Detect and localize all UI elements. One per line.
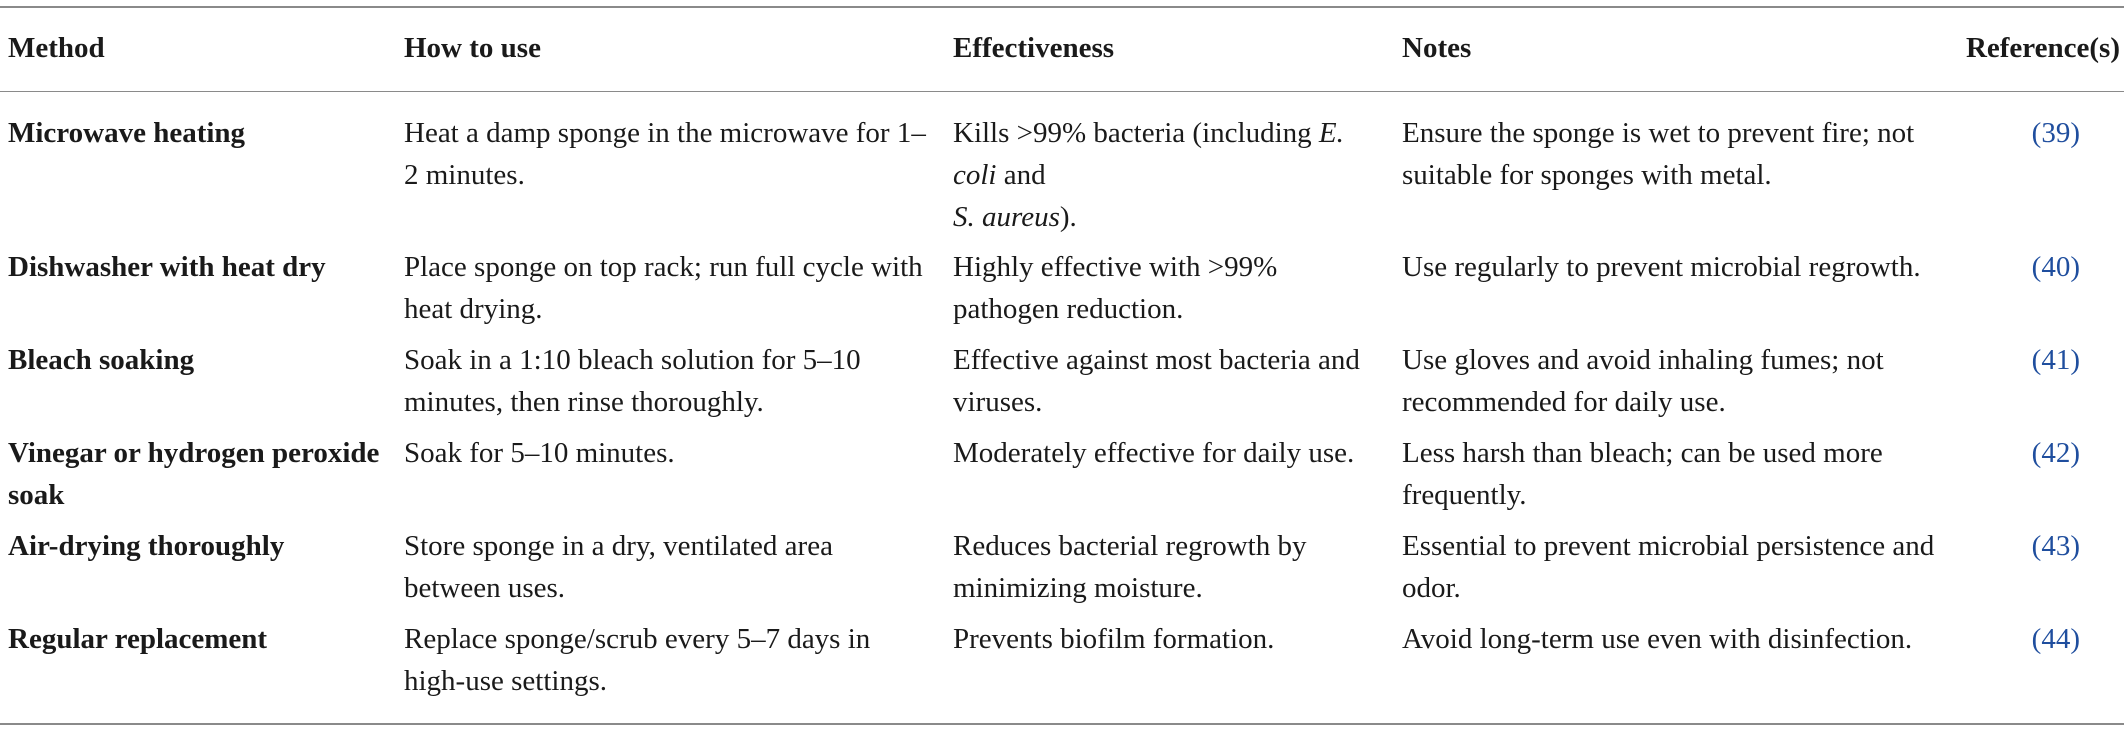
row-method: Regular replacement	[8, 623, 268, 655]
table-header-rule	[0, 91, 2124, 92]
header-references: Reference(s)	[1965, 32, 2120, 64]
row-notes: Avoid long-term use even with disinfecti…	[1402, 623, 1913, 655]
row-effectiveness: Effective against most bacteria and viru…	[953, 344, 1360, 418]
reference-link[interactable]: (40)	[2031, 251, 2080, 283]
organism-name: E. coli	[953, 117, 1344, 191]
table-bottom-rule	[0, 723, 2124, 725]
row-effectiveness: Moderately effective for daily use.	[953, 437, 1355, 469]
header-notes: Notes	[1402, 32, 1472, 64]
row-effectiveness: Reduces bacterial regrowth by minimizing…	[953, 530, 1307, 604]
row-method: Dishwasher with heat dry	[8, 251, 326, 283]
reference-link[interactable]: (41)	[2031, 344, 2080, 376]
row-how-to-use: Soak in a 1:10 bleach solution for 5–10 …	[404, 344, 861, 418]
row-notes: Use gloves and avoid inhaling fumes; not…	[1402, 344, 1884, 418]
header-effectiveness: Effectiveness	[953, 32, 1115, 64]
row-method: Microwave heating	[8, 117, 246, 149]
effectiveness-text: and	[996, 159, 1046, 191]
row-method: Air-drying thoroughly	[8, 530, 285, 562]
row-notes: Less harsh than bleach; can be used more…	[1402, 437, 1883, 511]
effectiveness-text: Kills >99% bacteria (including	[953, 117, 1319, 149]
row-notes: Essential to prevent microbial persisten…	[1402, 530, 1935, 604]
row-how-to-use: Replace sponge/scrub every 5–7 days in h…	[404, 623, 871, 697]
header-how-to-use: How to use	[404, 32, 541, 64]
reference-link[interactable]: (43)	[2031, 530, 2080, 562]
row-effectiveness: Prevents biofilm formation.	[953, 623, 1275, 655]
row-method: Bleach soaking	[8, 344, 195, 376]
row-how-to-use: Place sponge on top rack; run full cycle…	[404, 251, 923, 325]
row-how-to-use: Soak for 5–10 minutes.	[404, 437, 675, 469]
row-notes: Ensure the sponge is wet to prevent fire…	[1402, 117, 1915, 191]
organism-name: S. aureus	[953, 201, 1060, 233]
row-method: Vinegar or hydrogen peroxide soak	[8, 437, 380, 511]
reference-link[interactable]: (44)	[2031, 623, 2080, 655]
table-header-row: Method How to use Effectiveness Notes Re…	[0, 26, 2124, 70]
row-effectiveness: Highly effective with >99% pathogen redu…	[953, 251, 1278, 325]
table-top-rule	[0, 6, 2124, 8]
row-notes: Use regularly to prevent microbial regro…	[1402, 251, 1921, 283]
effectiveness-text: ).	[1059, 201, 1077, 233]
row-how-to-use: Store sponge in a dry, ventilated area b…	[404, 530, 833, 604]
row-how-to-use: Heat a damp sponge in the microwave for …	[404, 117, 926, 191]
header-method: Method	[8, 32, 105, 64]
reference-link[interactable]: (42)	[2031, 437, 2080, 469]
row-effectiveness: Kills >99% bacteria (including E. coli a…	[953, 112, 1383, 238]
reference-link[interactable]: (39)	[2031, 117, 2080, 149]
